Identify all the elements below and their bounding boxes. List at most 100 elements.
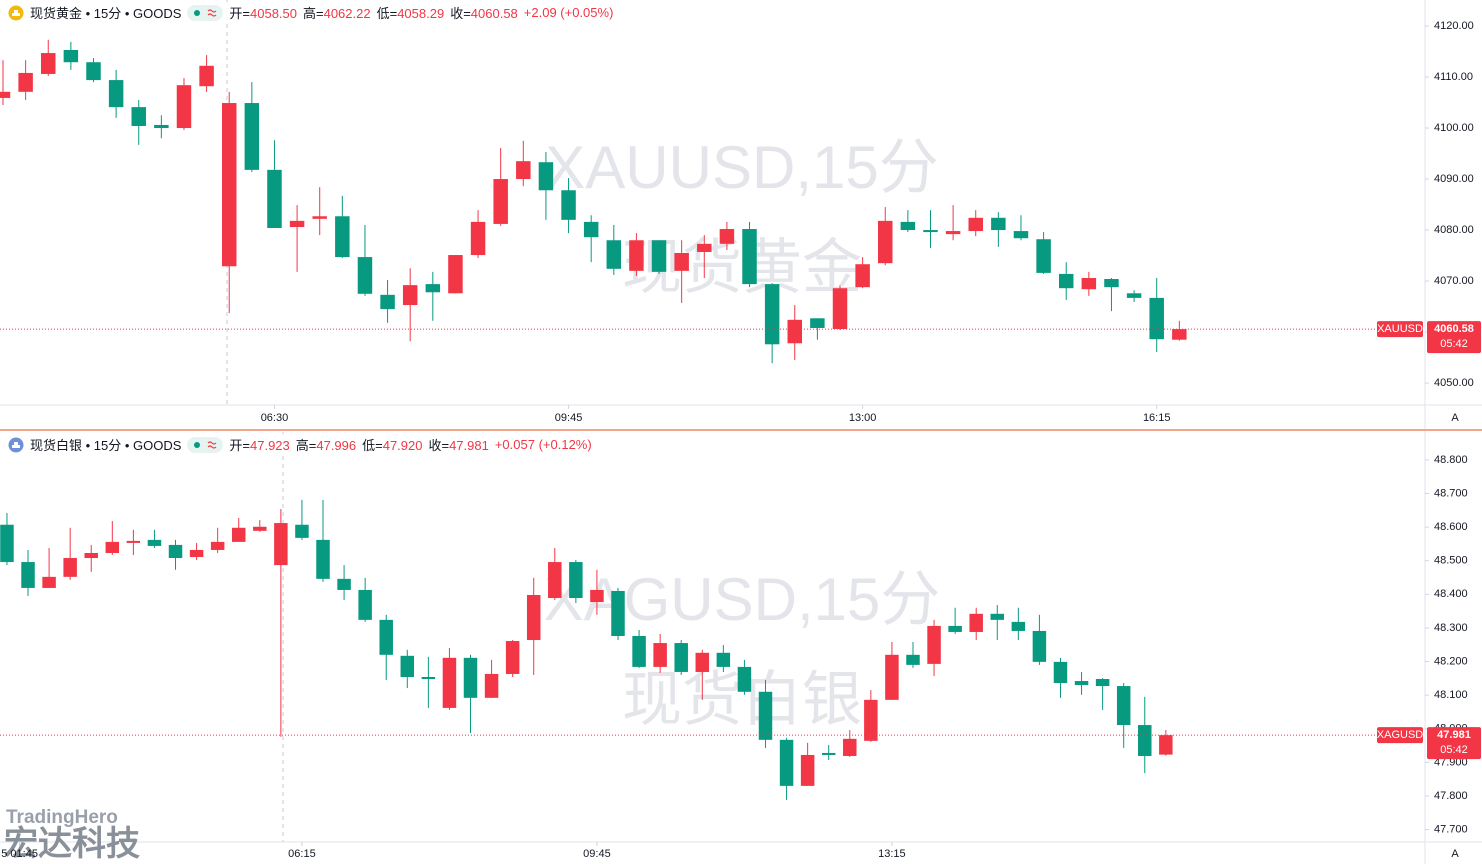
candle-body [1032, 630, 1047, 662]
candle-body [561, 190, 576, 220]
y-tick-label: 48.400 [1434, 588, 1468, 600]
candle-body [990, 613, 1005, 620]
y-tick-label: 48.600 [1434, 521, 1468, 533]
candle-body [505, 641, 520, 674]
candle-body [787, 319, 803, 344]
candle-body [1149, 297, 1164, 340]
candle-body [312, 216, 327, 219]
candle-body [199, 65, 214, 87]
watermark: XAUUSD,15分 [545, 134, 938, 201]
candle-body [421, 676, 436, 680]
ohlc-value: 47.920 [382, 438, 423, 453]
candle-body [927, 625, 941, 664]
candle-body [742, 229, 757, 285]
candle-body [1095, 679, 1110, 687]
candle-body [316, 539, 330, 579]
candle-body [583, 221, 599, 238]
candle-body [86, 62, 101, 81]
ohlc-item: 开=4058.50 [229, 3, 297, 22]
status-pill [187, 4, 224, 21]
candle-body [651, 240, 667, 272]
candle-body [63, 49, 79, 63]
ohlc-label: 低= [376, 6, 398, 21]
scale-button: A [1451, 412, 1459, 424]
y-tick-label: 4080.00 [1434, 224, 1474, 236]
candle-body [606, 240, 622, 269]
candle-body [1058, 273, 1074, 289]
price-badge-label: 4060.58 [1434, 323, 1474, 335]
candle-body [1036, 239, 1051, 273]
candle-body [337, 578, 351, 590]
candle-body [221, 103, 237, 267]
x-tick-label: 09:45 [583, 848, 611, 860]
candle-body [244, 103, 260, 170]
ohlc-value: 47.981 [449, 438, 489, 453]
candle-body [108, 80, 124, 108]
y-tick-label: 48.300 [1434, 622, 1468, 634]
legend-header: 现货白银 • 15分 • GOODS 开=47.923 高=47.996 低=47.9… [4, 434, 596, 455]
ohlc-item: 低=47.920 [362, 435, 422, 454]
candle-body [516, 161, 531, 180]
ohlc-label: 低= [362, 438, 383, 453]
candle-body [900, 221, 916, 231]
candle-body [832, 288, 848, 329]
candle-body [289, 220, 305, 227]
logo-company: 宏达科技 [4, 824, 140, 863]
candle-body [1159, 735, 1173, 755]
candle-body [548, 562, 562, 599]
x-tick-label: 16:15 [1143, 412, 1171, 424]
candle-body [154, 124, 169, 129]
ohlc-item: 收=4060.58 [450, 3, 518, 22]
candle-body [402, 285, 418, 306]
y-tick-label: 48.200 [1434, 655, 1468, 667]
candle-body [737, 666, 752, 692]
y-tick-label: 47.700 [1434, 823, 1468, 835]
candle-body [843, 738, 857, 756]
y-tick-label: 4110.00 [1434, 71, 1473, 83]
candle-body [885, 654, 899, 700]
candle-body [948, 625, 962, 632]
candle-body [764, 284, 780, 345]
y-tick-label: 48.500 [1434, 555, 1468, 567]
y-tick-label: 4070.00 [1434, 275, 1474, 287]
candle-body [611, 590, 625, 636]
ohlc-value: 47.923 [250, 438, 290, 453]
candle-body [991, 217, 1006, 231]
candle-body [63, 558, 77, 577]
ohlc-label: 开= [229, 6, 250, 21]
y-tick-label: 4100.00 [1434, 122, 1474, 134]
candle-body [463, 657, 478, 698]
candle-body [653, 643, 667, 667]
candle-body [945, 231, 961, 235]
ohlc-item: 高=47.996 [296, 435, 356, 454]
ohlc-value: 4058.29 [397, 6, 445, 21]
candle-body [231, 527, 246, 542]
candle-body [41, 53, 56, 74]
candle-body [719, 229, 735, 244]
y-tick-label: 47.800 [1434, 790, 1468, 802]
candle-body [0, 524, 14, 563]
symbol-badge-label: XAUUSD [1377, 323, 1423, 335]
candle-body [274, 523, 288, 566]
price-change: +2.09 (+0.05%) [523, 5, 614, 20]
countdown-label: 05:42 [1440, 744, 1468, 756]
x-tick-label: 5 01:45 [1, 848, 38, 860]
ohlc-value: 4058.50 [250, 6, 297, 21]
candle-body [538, 162, 554, 191]
scale-button: A [1451, 848, 1459, 860]
candle-body [878, 220, 893, 264]
ohlc-value: 4060.58 [470, 6, 518, 21]
price-badge [1427, 321, 1481, 354]
ohlc-label: 收= [428, 438, 450, 453]
candle-body [821, 752, 836, 755]
y-tick-label: 47.900 [1434, 756, 1468, 768]
ohlc-item: 高=4062.22 [303, 3, 371, 22]
candle-body [295, 524, 309, 538]
candle-body [855, 264, 870, 288]
candle-body [674, 643, 688, 672]
candle-body [18, 72, 33, 92]
candle-body [810, 318, 825, 328]
symbol-badge [1377, 321, 1423, 338]
